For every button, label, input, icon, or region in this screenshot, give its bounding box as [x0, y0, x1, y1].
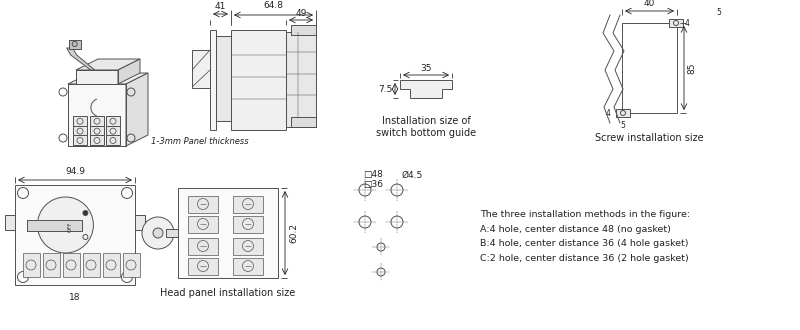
- Circle shape: [38, 197, 94, 253]
- Bar: [63, 253, 80, 277]
- Bar: [188, 216, 218, 233]
- Text: 18: 18: [70, 293, 81, 302]
- Polygon shape: [126, 73, 148, 146]
- Text: 5: 5: [621, 121, 626, 130]
- Circle shape: [142, 217, 174, 249]
- Bar: [233, 196, 263, 213]
- Bar: [43, 253, 60, 277]
- Polygon shape: [400, 80, 452, 98]
- Text: 49: 49: [295, 9, 306, 18]
- Bar: [76, 70, 118, 84]
- Bar: [210, 30, 216, 130]
- Bar: [192, 50, 210, 88]
- Text: 7.5: 7.5: [378, 84, 393, 93]
- Bar: [15, 185, 135, 285]
- Circle shape: [83, 211, 88, 215]
- Bar: [135, 215, 145, 230]
- Bar: [5, 215, 15, 230]
- Bar: [23, 253, 40, 277]
- Bar: [90, 126, 104, 136]
- Bar: [233, 258, 263, 275]
- Text: 4: 4: [685, 18, 690, 27]
- Bar: [166, 229, 178, 237]
- Polygon shape: [68, 73, 148, 84]
- Polygon shape: [118, 59, 140, 84]
- Text: OFF: OFF: [68, 222, 73, 232]
- Text: Head panel installation size: Head panel installation size: [160, 288, 296, 298]
- Bar: [178, 188, 278, 278]
- Text: The three installation methods in the figure:
A:4 hole, center distance 48 (no g: The three installation methods in the fi…: [480, 210, 690, 263]
- Bar: [103, 253, 120, 277]
- Bar: [233, 238, 263, 255]
- Bar: [106, 135, 120, 146]
- Bar: [73, 126, 87, 136]
- Bar: [233, 216, 263, 233]
- Bar: [83, 253, 100, 277]
- Bar: [27, 219, 82, 230]
- Text: 5: 5: [717, 8, 722, 17]
- Text: Screw installation size: Screw installation size: [595, 133, 704, 143]
- Bar: [291, 25, 316, 35]
- Text: 40: 40: [644, 0, 655, 8]
- Bar: [90, 135, 104, 146]
- Text: 60.2: 60.2: [289, 223, 298, 243]
- Bar: [76, 70, 118, 84]
- Bar: [68, 84, 126, 146]
- Text: □36: □36: [363, 180, 383, 188]
- Text: 94.9: 94.9: [65, 167, 85, 176]
- Bar: [106, 116, 120, 126]
- Text: Installation size of
switch bottom guide: Installation size of switch bottom guide: [376, 116, 476, 138]
- Text: □48: □48: [363, 171, 383, 180]
- Bar: [90, 116, 104, 126]
- Text: 64.8: 64.8: [263, 1, 283, 10]
- Text: 4: 4: [606, 109, 611, 117]
- Bar: [123, 253, 140, 277]
- Circle shape: [153, 228, 163, 238]
- Polygon shape: [66, 48, 94, 70]
- Bar: [73, 116, 87, 126]
- Bar: [622, 23, 677, 113]
- Bar: [68, 84, 126, 146]
- Text: 1-3mm Panel thickness: 1-3mm Panel thickness: [151, 137, 249, 146]
- Text: Ø4.5: Ø4.5: [402, 171, 423, 180]
- Bar: [69, 40, 81, 49]
- Bar: [73, 135, 87, 146]
- Bar: [669, 19, 683, 27]
- Bar: [291, 117, 316, 127]
- Text: 85: 85: [687, 62, 696, 74]
- Bar: [616, 109, 630, 117]
- Bar: [188, 196, 218, 213]
- Bar: [216, 36, 231, 121]
- Bar: [188, 238, 218, 255]
- Circle shape: [62, 222, 69, 228]
- Text: 35: 35: [420, 64, 432, 73]
- Polygon shape: [76, 59, 140, 70]
- Bar: [106, 126, 120, 136]
- Bar: [188, 258, 218, 275]
- Bar: [286, 32, 316, 127]
- Bar: [231, 30, 286, 130]
- Text: 41: 41: [215, 2, 226, 11]
